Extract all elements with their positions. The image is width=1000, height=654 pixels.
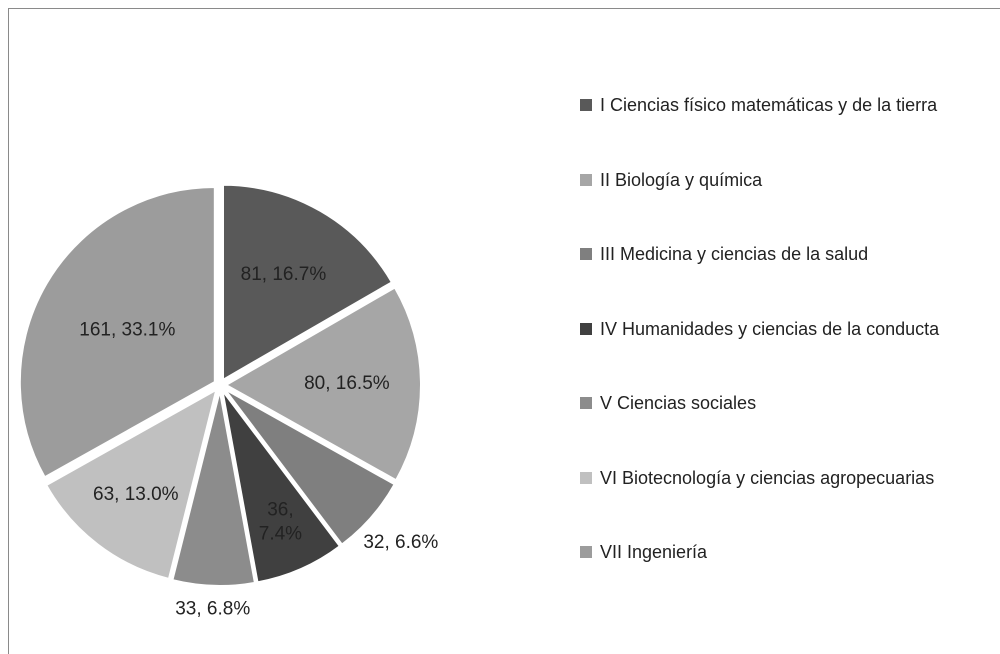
data-label-line: 7.4% (259, 524, 302, 545)
data-label: 81, 16.7% (241, 264, 327, 285)
legend-swatch (580, 173, 592, 186)
legend-label: VI Biotecnología y ciencias agropecuaria… (600, 467, 935, 488)
legend-item: III Medicina y ciencias de la salud (580, 241, 980, 267)
data-label: 80, 16.5% (304, 373, 390, 394)
pie-slice (171, 390, 257, 587)
legend-label: III Medicina y ciencias de la salud (600, 244, 869, 264)
pie-slice (18, 185, 216, 479)
data-label: 33, 6.8% (175, 598, 250, 619)
pie-slice (221, 389, 342, 584)
legend-label: IV Humanidades y ciencias de la conducta (600, 318, 940, 339)
pie-slice (44, 387, 218, 581)
data-label-line: 36, (267, 500, 293, 521)
legend-swatch (580, 546, 592, 558)
legend-swatch (580, 471, 592, 484)
legend-item: VI Biotecnología y ciencias agropecuaria… (580, 465, 980, 491)
chart-border (8, 8, 1000, 654)
legend-swatch (580, 99, 592, 111)
legend-label: V Ciencias sociales (600, 393, 757, 413)
data-label: 161, 33.1% (79, 320, 175, 341)
data-label: 63, 13.0% (93, 484, 179, 505)
legend-swatch (580, 322, 592, 335)
legend-label: II Biología y química (600, 169, 763, 190)
legend-item: I Ciencias físico matemáticas y de la ti… (580, 92, 980, 118)
legend-item: V Ciencias sociales (580, 390, 980, 416)
legend-swatch (580, 397, 592, 409)
pie-slice (222, 183, 394, 382)
data-label: 32, 6.6% (363, 532, 438, 553)
pie-slice (223, 388, 397, 547)
legend-item: IV Humanidades y ciencias de la conducta (580, 316, 980, 342)
legend-label: VII Ingeniería (600, 542, 708, 562)
data-label: 36, 7.4% (259, 500, 302, 545)
legend-swatch (580, 248, 592, 260)
legend-item: VII Ingeniería (580, 539, 980, 565)
legend-item: II Biología y química (580, 167, 980, 193)
pie-slice (223, 286, 422, 482)
legend-label: I Ciencias físico matemáticas y de la ti… (600, 95, 938, 115)
